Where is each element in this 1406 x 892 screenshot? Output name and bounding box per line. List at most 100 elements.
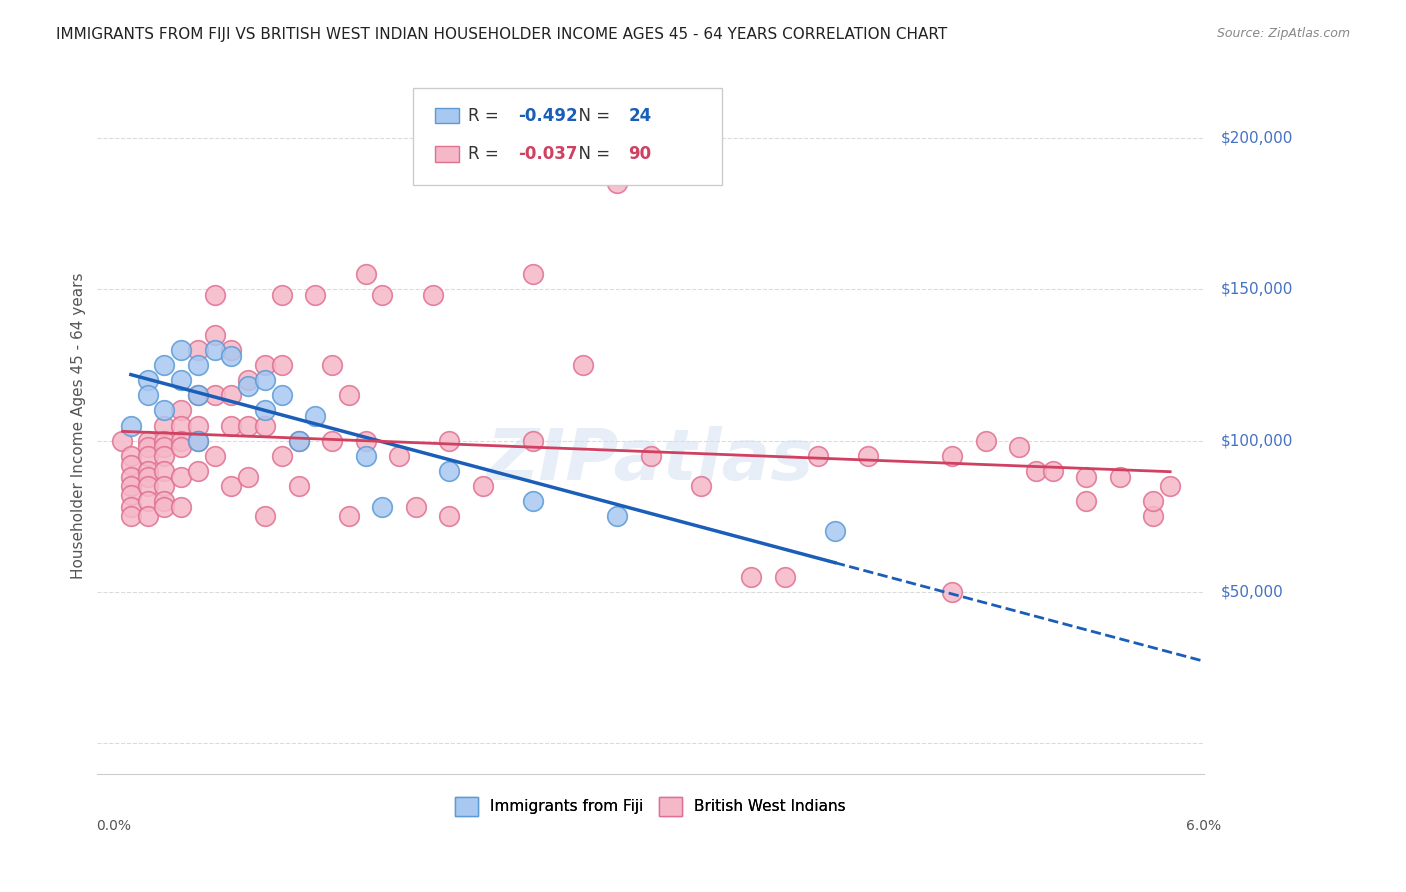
Point bbox=[170, 373, 193, 387]
Point bbox=[1142, 509, 1164, 524]
Point bbox=[606, 509, 628, 524]
Point bbox=[354, 267, 377, 281]
Point bbox=[1025, 464, 1047, 478]
Text: -0.492: -0.492 bbox=[517, 107, 578, 125]
Y-axis label: Householder Income Ages 45 - 64 years: Householder Income Ages 45 - 64 years bbox=[72, 272, 86, 579]
Point bbox=[170, 440, 193, 454]
Text: R =: R = bbox=[468, 145, 503, 163]
Point bbox=[287, 434, 309, 448]
Point bbox=[253, 403, 276, 417]
Text: 24: 24 bbox=[628, 107, 651, 125]
Point bbox=[153, 434, 176, 448]
Point bbox=[187, 434, 209, 448]
Point bbox=[304, 288, 326, 302]
Point bbox=[153, 479, 176, 493]
Text: Source: ZipAtlas.com: Source: ZipAtlas.com bbox=[1216, 27, 1350, 40]
Point bbox=[572, 358, 595, 372]
Point bbox=[120, 488, 142, 502]
Point bbox=[153, 449, 176, 463]
Point bbox=[136, 434, 159, 448]
Text: R =: R = bbox=[468, 107, 503, 125]
Point bbox=[120, 458, 142, 472]
Point bbox=[304, 409, 326, 424]
Text: $50,000: $50,000 bbox=[1220, 584, 1284, 599]
Point bbox=[740, 570, 762, 584]
Point bbox=[187, 388, 209, 402]
Point bbox=[136, 479, 159, 493]
Point bbox=[153, 500, 176, 515]
Point bbox=[170, 343, 193, 357]
Point bbox=[807, 449, 830, 463]
Text: IMMIGRANTS FROM FIJI VS BRITISH WEST INDIAN HOUSEHOLDER INCOME AGES 45 - 64 YEAR: IMMIGRANTS FROM FIJI VS BRITISH WEST IND… bbox=[56, 27, 948, 42]
Point bbox=[238, 418, 260, 433]
Point bbox=[187, 464, 209, 478]
Point bbox=[204, 327, 226, 342]
Point bbox=[204, 343, 226, 357]
Point bbox=[170, 434, 193, 448]
Point bbox=[120, 500, 142, 515]
Point bbox=[120, 509, 142, 524]
Point bbox=[941, 585, 963, 599]
Point bbox=[253, 358, 276, 372]
Point bbox=[321, 434, 343, 448]
Text: 90: 90 bbox=[628, 145, 651, 163]
Point bbox=[204, 388, 226, 402]
Point bbox=[689, 479, 711, 493]
Point bbox=[522, 434, 544, 448]
Point bbox=[204, 449, 226, 463]
Point bbox=[136, 509, 159, 524]
Point bbox=[287, 434, 309, 448]
Point bbox=[941, 449, 963, 463]
Point bbox=[1042, 464, 1064, 478]
Point bbox=[170, 500, 193, 515]
Text: $150,000: $150,000 bbox=[1220, 282, 1294, 297]
Point bbox=[221, 343, 243, 357]
Point bbox=[153, 403, 176, 417]
Point bbox=[221, 388, 243, 402]
Point bbox=[120, 470, 142, 484]
Text: ZIPatlas: ZIPatlas bbox=[486, 425, 814, 495]
Point bbox=[1142, 494, 1164, 508]
Point bbox=[238, 379, 260, 393]
Point bbox=[136, 388, 159, 402]
Point bbox=[170, 418, 193, 433]
Point bbox=[858, 449, 880, 463]
Text: 0.0%: 0.0% bbox=[97, 819, 132, 833]
Text: $200,000: $200,000 bbox=[1220, 130, 1294, 145]
Point bbox=[270, 358, 292, 372]
Point bbox=[153, 464, 176, 478]
Point bbox=[253, 373, 276, 387]
Point bbox=[204, 288, 226, 302]
Point bbox=[974, 434, 997, 448]
Point bbox=[153, 358, 176, 372]
Point bbox=[153, 494, 176, 508]
Point bbox=[773, 570, 796, 584]
Point bbox=[120, 418, 142, 433]
Point bbox=[153, 418, 176, 433]
Point bbox=[422, 288, 444, 302]
Point bbox=[1159, 479, 1181, 493]
Point bbox=[606, 177, 628, 191]
Bar bbox=[434, 146, 460, 161]
Point bbox=[111, 434, 134, 448]
Point bbox=[187, 343, 209, 357]
Point bbox=[354, 449, 377, 463]
Point bbox=[337, 509, 360, 524]
Point bbox=[640, 449, 662, 463]
Text: N =: N = bbox=[568, 107, 614, 125]
Point bbox=[824, 524, 846, 539]
Point bbox=[371, 500, 394, 515]
Point bbox=[238, 470, 260, 484]
Text: 6.0%: 6.0% bbox=[1187, 819, 1222, 833]
Point bbox=[153, 440, 176, 454]
Point bbox=[1076, 494, 1098, 508]
Point bbox=[221, 418, 243, 433]
Point bbox=[388, 449, 411, 463]
Point bbox=[1008, 440, 1031, 454]
Point bbox=[120, 449, 142, 463]
Point bbox=[136, 449, 159, 463]
Point bbox=[170, 403, 193, 417]
Point bbox=[136, 464, 159, 478]
Point bbox=[439, 509, 461, 524]
Text: -0.037: -0.037 bbox=[517, 145, 578, 163]
